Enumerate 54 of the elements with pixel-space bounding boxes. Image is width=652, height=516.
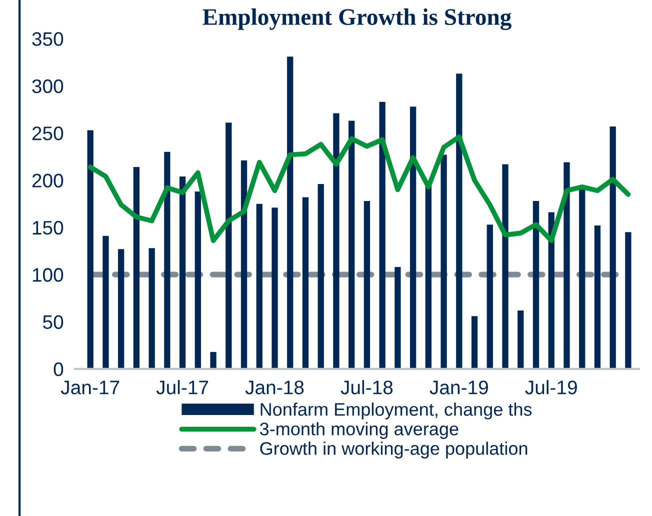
bar — [302, 197, 309, 369]
bar — [272, 208, 278, 369]
y-tick-label: 200 — [32, 174, 64, 188]
bar — [456, 74, 462, 369]
bar — [548, 212, 554, 369]
y-tick-label: 0 — [54, 362, 64, 376]
y-tick-label: 350 — [32, 32, 64, 46]
bar — [379, 102, 386, 369]
bar — [610, 126, 616, 369]
bar — [133, 167, 140, 369]
bar — [87, 130, 94, 369]
bar — [532, 200, 540, 369]
x-tick-label: Jul-17 — [156, 380, 208, 394]
y-tick-label: 150 — [32, 220, 64, 235]
legend-label: Nonfarm Employment, change ths — [260, 402, 532, 420]
bar — [194, 192, 201, 369]
y-tick-label: 300 — [32, 79, 64, 94]
y-tick-label: 50 — [43, 315, 64, 329]
bar — [240, 160, 248, 369]
bar — [256, 204, 262, 369]
bar — [440, 154, 447, 369]
bar — [118, 249, 124, 369]
x-tick-label: Jul-19 — [525, 380, 577, 394]
bar — [348, 120, 355, 369]
bar — [164, 152, 170, 369]
bar — [502, 164, 508, 369]
bar — [394, 267, 401, 369]
bar — [625, 232, 632, 369]
bar — [410, 106, 416, 369]
bar — [210, 352, 216, 369]
x-tick-label: Jul-18 — [340, 380, 393, 394]
bar — [333, 113, 340, 369]
bar — [564, 162, 570, 369]
chart-title: Employment Growth is Strong — [202, 8, 512, 30]
legend-label: 3-month moving average — [260, 422, 458, 439]
bar — [594, 226, 601, 369]
bar — [318, 184, 324, 369]
legend-label: Growth in working-age population — [260, 442, 528, 458]
bar — [364, 200, 370, 369]
bar — [148, 248, 155, 369]
y-tick-label: 100 — [32, 268, 64, 282]
bar — [518, 310, 524, 369]
bar — [471, 316, 478, 369]
bar — [179, 176, 186, 369]
bar — [425, 184, 432, 369]
y-tick-label: 250 — [32, 126, 64, 140]
bar — [287, 56, 294, 369]
line-series — [88, 134, 631, 244]
bar — [486, 224, 493, 369]
bar — [102, 236, 109, 369]
bar — [226, 122, 232, 369]
x-tick-label: Jan-19 — [430, 380, 488, 394]
x-tick-label: Jan-18 — [245, 380, 304, 394]
x-tick-label: Jan-17 — [60, 380, 120, 394]
